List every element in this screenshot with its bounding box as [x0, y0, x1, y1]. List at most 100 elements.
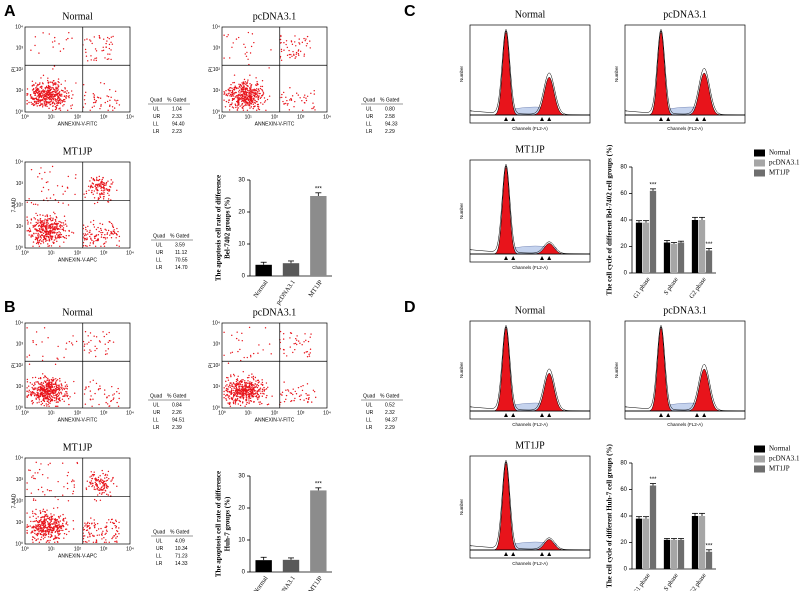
event-dot: [308, 355, 311, 357]
event-dot: [309, 40, 311, 42]
event-dot: [67, 398, 70, 400]
event-dot: [45, 513, 48, 516]
event-dot: [52, 98, 55, 101]
bar: [677, 242, 685, 273]
event-dot: [237, 102, 239, 104]
event-dot: [39, 526, 41, 528]
event-dot: [26, 512, 28, 514]
event-dot: [54, 394, 57, 396]
event-dot: [88, 231, 91, 234]
event-dot: [289, 99, 291, 101]
event-dot: [236, 393, 239, 396]
event-dot: [294, 397, 296, 400]
event-dot: [51, 81, 54, 84]
gate-cell: LR: [366, 425, 373, 431]
event-dot: [250, 90, 252, 93]
legend-swatch: [754, 465, 765, 473]
event-dot: [39, 533, 42, 536]
event-dot: [247, 380, 249, 382]
event-dot: [40, 95, 42, 97]
event-dot: [96, 522, 99, 525]
event-dot: [46, 389, 49, 392]
event-dot: [247, 102, 249, 105]
event-dot: [27, 394, 30, 396]
event-dot: [246, 389, 249, 391]
y-axis-label: Number: [459, 362, 464, 379]
event-dot: [66, 482, 69, 485]
event-dot: [104, 353, 107, 356]
event-dot: [88, 189, 90, 192]
event-dot: [285, 398, 287, 401]
event-dot: [26, 356, 28, 358]
event-dot: [229, 384, 231, 387]
event-dot: [49, 197, 52, 199]
event-dot: [286, 99, 288, 102]
event-dot: [26, 395, 28, 397]
event-dot: [285, 394, 288, 397]
event-dot: [51, 531, 53, 534]
event-dot: [40, 87, 43, 89]
event-dot: [56, 231, 59, 234]
event-dot: [237, 107, 239, 109]
event-dot: [67, 500, 70, 502]
event-dot: [225, 389, 228, 392]
event-dot: [244, 81, 247, 83]
event-dot: [257, 97, 259, 99]
event-dot: [47, 233, 49, 235]
event-dot: [105, 183, 107, 185]
event-dot: [301, 100, 303, 102]
event-dot: [31, 510, 34, 512]
event-dot: [55, 222, 57, 225]
gate-cell: UR: [153, 410, 161, 416]
event-dot: [45, 384, 47, 386]
event-dot: [54, 236, 57, 239]
event-dot: [46, 239, 48, 242]
event-dot: [84, 541, 87, 543]
plot-frame: [624, 320, 746, 420]
event-dot: [37, 522, 39, 524]
event-dot: [245, 389, 248, 391]
event-dot: [297, 49, 300, 51]
event-dot: [29, 391, 32, 393]
event-dot: [56, 226, 58, 228]
event-dot: [58, 231, 60, 233]
event-dot: [42, 538, 45, 540]
event-dot: [49, 462, 51, 465]
event-dot: [306, 95, 309, 97]
event-dot: [62, 524, 64, 527]
event-dot: [235, 86, 237, 89]
event-dot: [89, 235, 91, 238]
event-dot: [249, 88, 252, 91]
event-dot: [106, 40, 108, 42]
event-dot: [52, 392, 55, 395]
event-dot: [52, 518, 54, 520]
event-dot: [52, 529, 54, 532]
event-dot: [259, 87, 262, 90]
event-dot: [85, 234, 87, 236]
event-dot: [234, 103, 236, 105]
event-dot: [97, 179, 99, 182]
event-dot: [308, 353, 310, 356]
event-dot: [50, 392, 52, 395]
event-dot: [46, 405, 48, 407]
legend-swatch: [754, 159, 765, 167]
event-dot: [36, 214, 39, 217]
event-dot: [110, 36, 113, 38]
x-tick-label: 10¹: [48, 114, 56, 120]
marker: [511, 552, 516, 556]
event-dot: [286, 54, 289, 57]
event-dot: [62, 529, 64, 532]
event-dot: [240, 390, 242, 393]
event-dot: [45, 392, 47, 395]
event-dot: [253, 92, 255, 94]
event-dot: [101, 532, 103, 534]
event-dot: [95, 541, 97, 543]
event-dot: [30, 394, 32, 396]
event-dot: [39, 231, 42, 233]
event-dot: [292, 50, 294, 53]
event-dot: [100, 193, 102, 195]
event-dot: [233, 392, 236, 394]
x-tick-label: 10¹: [48, 410, 56, 416]
x-tick-label: Normal: [252, 279, 269, 299]
event-dot: [243, 394, 245, 397]
